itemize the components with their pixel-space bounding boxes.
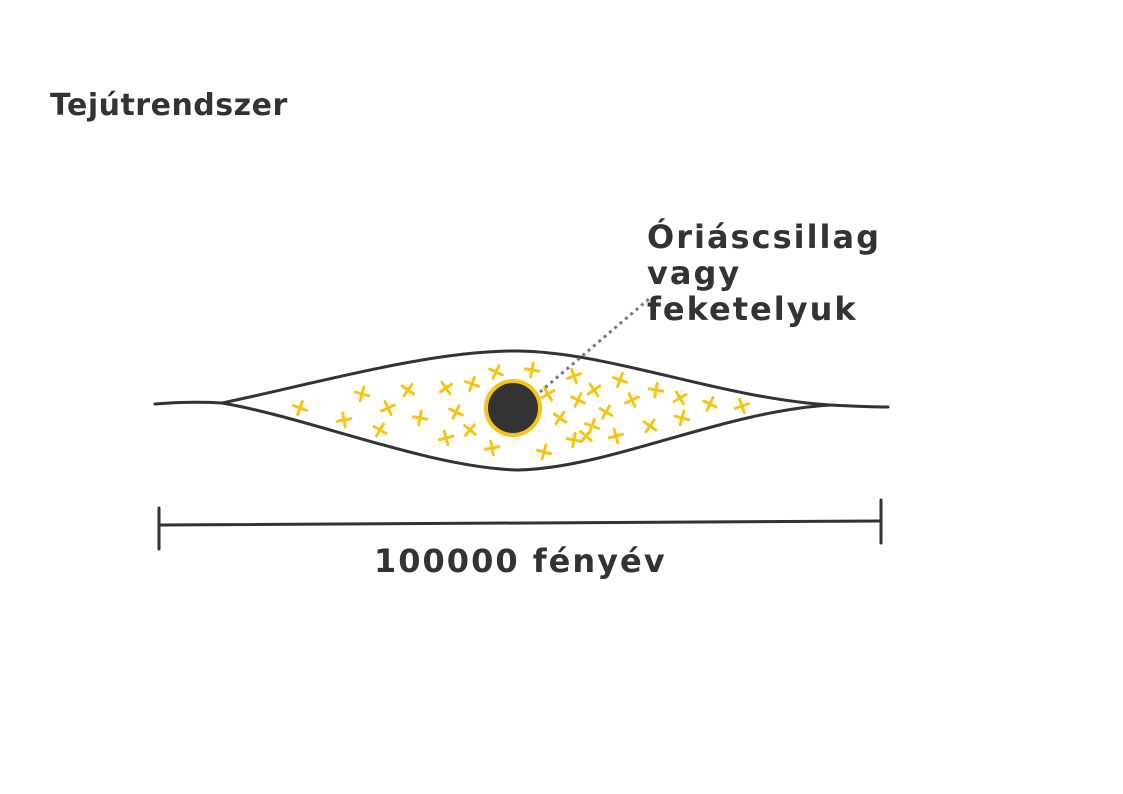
star-cross-icon bbox=[570, 392, 586, 408]
core-callout: Óriáscsillag vagy feketelyuk bbox=[647, 219, 881, 327]
star-cross-icon bbox=[552, 410, 568, 426]
star-cross-icon bbox=[672, 390, 688, 406]
star-field bbox=[291, 361, 751, 461]
star-cross-icon bbox=[642, 418, 658, 434]
star-cross-icon bbox=[335, 411, 353, 429]
star-cross-icon bbox=[535, 443, 553, 461]
star-cross-icon bbox=[624, 392, 640, 408]
callout-line-3: feketelyuk bbox=[647, 290, 858, 328]
callout-line-2: vagy bbox=[647, 254, 742, 292]
star-cross-icon bbox=[647, 381, 665, 399]
star-cross-icon bbox=[733, 397, 751, 415]
star-cross-icon bbox=[463, 423, 477, 437]
star-cross-icon bbox=[540, 386, 556, 402]
black-hole-icon bbox=[484, 379, 542, 437]
callout-line-1: Óriáscsillag bbox=[647, 218, 882, 256]
star-cross-icon bbox=[565, 367, 583, 385]
callout-leader-line bbox=[539, 296, 651, 394]
star-cross-icon bbox=[438, 380, 454, 396]
star-cross-icon bbox=[598, 404, 614, 420]
star-cross-icon bbox=[565, 431, 583, 449]
star-cross-icon bbox=[411, 409, 429, 427]
star-cross-icon bbox=[463, 375, 481, 393]
star-cross-icon bbox=[673, 409, 691, 427]
star-cross-icon bbox=[586, 382, 602, 398]
star-cross-icon bbox=[372, 422, 388, 438]
star-cross-icon bbox=[607, 427, 625, 445]
star-cross-icon bbox=[583, 417, 601, 435]
star-cross-icon bbox=[488, 364, 504, 380]
star-cross-icon bbox=[611, 371, 629, 389]
star-cross-icon bbox=[380, 400, 396, 416]
star-cross-icon bbox=[483, 439, 501, 457]
galaxy-outline bbox=[153, 349, 890, 472]
star-cross-icon bbox=[353, 385, 371, 403]
star-cross-icon bbox=[448, 404, 464, 420]
star-cross-icon bbox=[437, 429, 455, 447]
scale-bar bbox=[157, 498, 883, 551]
scale-bar-line bbox=[157, 519, 883, 527]
star-cross-icon bbox=[579, 429, 593, 443]
star-cross-icon bbox=[523, 361, 541, 379]
star-cross-icon bbox=[702, 396, 718, 412]
star-cross-icon bbox=[400, 382, 416, 398]
scale-label: 100000 fényév bbox=[374, 542, 667, 580]
star-cross-icon bbox=[291, 399, 309, 417]
diagram-title: Tejútrendszer bbox=[50, 88, 288, 123]
